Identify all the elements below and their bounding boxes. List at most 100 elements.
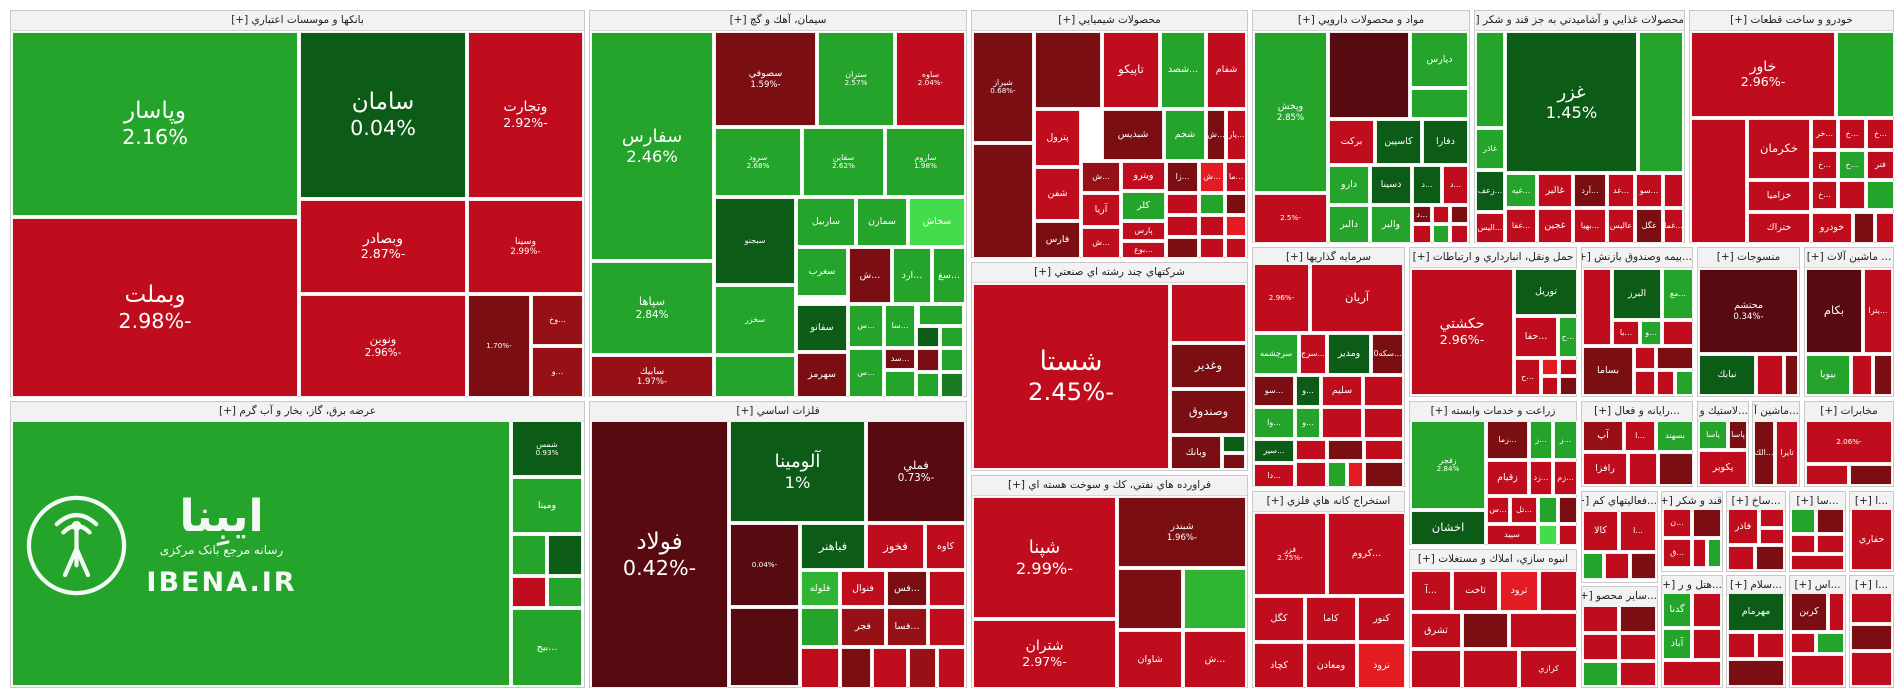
- stock-tile-فاذر[interactable]: فاذر: [1728, 509, 1758, 544]
- stock-tile[interactable]: [1322, 408, 1362, 438]
- stock-tile[interactable]: [1226, 216, 1246, 236]
- stock-tile[interactable]: [1583, 269, 1611, 345]
- stock-tile-زقیام[interactable]: زقیام: [1487, 461, 1528, 495]
- stock-tile-...سد[interactable]: ...سد: [885, 349, 915, 369]
- stock-tile-وبملت[interactable]: وبملت -2.98%: [12, 218, 298, 397]
- stock-tile[interactable]: [873, 648, 907, 688]
- stock-tile-فولاد[interactable]: فولاد -0.42%: [591, 421, 728, 688]
- stock-tile-...مع[interactable]: ...مع: [1663, 269, 1693, 319]
- stock-tile[interactable]: [1560, 377, 1577, 395]
- stock-tile-سمازن[interactable]: سمازن: [857, 198, 907, 246]
- stock-tile-...ح[interactable]: ...ح: [1559, 317, 1577, 357]
- stock-tile[interactable]: [1463, 650, 1518, 688]
- stock-tile-کگل[interactable]: کگل: [1254, 597, 1304, 641]
- sector-header[interactable]: ...بیمه وصندوق بازنش [+]: [1582, 248, 1692, 268]
- stock-tile[interactable]: [1605, 553, 1629, 579]
- stock-tile[interactable]: [941, 373, 963, 397]
- stock-tile[interactable]: [512, 577, 546, 607]
- stock-tile-ساربیل[interactable]: ساربیل: [797, 198, 855, 246]
- stock-tile-...خ[interactable]: ...خ: [1812, 181, 1837, 209]
- stock-tile-ومعادن[interactable]: ومعادن: [1306, 643, 1356, 688]
- stock-tile-...غما[interactable]: ...غما: [1664, 209, 1683, 243]
- stock-tile-دسینا[interactable]: دسینا: [1371, 166, 1411, 204]
- stock-tile-ختراك[interactable]: ختراك: [1748, 213, 1810, 243]
- stock-tile[interactable]: [1785, 355, 1798, 395]
- stock-tile-کربن[interactable]: کربن: [1791, 593, 1827, 631]
- stock-tile[interactable]: [973, 144, 1033, 258]
- stock-tile-خاور[interactable]: خاور -2.96%: [1691, 32, 1835, 117]
- stock-tile-...س[interactable]: ...س: [1487, 497, 1509, 523]
- stock-tile[interactable]: [1874, 355, 1892, 395]
- stock-tile-...فسا[interactable]: ...فسا: [887, 608, 927, 646]
- stock-tile-شبندر[interactable]: شبندر -1.96%: [1118, 497, 1246, 567]
- stock-tile-فخوز[interactable]: فخوز: [867, 524, 924, 569]
- stock-tile-البرز[interactable]: البرز: [1613, 269, 1661, 319]
- stock-tile-...ش[interactable]: ...ش: [1207, 110, 1225, 160]
- sector-header[interactable]: حمل ونقل، انبارداري و ارتباطات [+]: [1410, 248, 1576, 268]
- stock-tile[interactable]: [1693, 539, 1706, 567]
- stock-tile-سصوفي[interactable]: سصوفي -1.59%: [715, 32, 816, 126]
- stock-tile[interactable]: [1817, 509, 1844, 533]
- stock-tile-...و[interactable]: ...و: [1641, 321, 1661, 345]
- stock-tile-...غد[interactable]: ...غد: [1608, 174, 1634, 207]
- stock-tile[interactable]: [1817, 633, 1844, 653]
- stock-tile-...ما[interactable]: ...ما: [1226, 162, 1246, 192]
- stock-tile-خزامیا[interactable]: خزامیا: [1748, 181, 1810, 211]
- sector-header[interactable]: ...سایر محصو [+]: [1582, 587, 1657, 607]
- stock-tile-...ش[interactable]: ...ش: [1082, 162, 1120, 192]
- stock-tile[interactable]: [1852, 355, 1872, 395]
- stock-tile-...حفا[interactable]: ...حفا: [1515, 317, 1557, 357]
- stock-tile-فارس[interactable]: فارس: [1035, 222, 1080, 258]
- stock-tile-ثرود[interactable]: ثرود: [1500, 571, 1538, 611]
- stock-tile[interactable]: [885, 371, 915, 397]
- stock-tile-دالبر[interactable]: دالبر: [1329, 206, 1369, 243]
- stock-tile-شفام[interactable]: شفام: [1207, 32, 1246, 108]
- stock-tile[interactable]: [1631, 553, 1656, 579]
- stock-tile-شستا[interactable]: شستا -2.45%: [973, 284, 1169, 469]
- stock-tile-آریا[interactable]: آریا: [1082, 194, 1120, 226]
- sector-header[interactable]: ...هتل و ر [+]: [1662, 576, 1722, 596]
- stock-tile-سخاش[interactable]: سخاش: [909, 198, 965, 246]
- stock-tile-...سیر[interactable]: ...سیر: [1254, 440, 1294, 462]
- stock-tile[interactable]: [1365, 462, 1403, 487]
- stock-tile[interactable]: [941, 327, 963, 347]
- stock-tile-شمس[interactable]: شمس 0.93%: [512, 421, 582, 476]
- stock-tile-...سو[interactable]: ...سو: [1254, 376, 1294, 406]
- stock-tile-...ز[interactable]: ...ز: [1554, 421, 1577, 459]
- stock-tile-سهرمز[interactable]: سهرمز: [797, 353, 847, 397]
- stock-tile-...غفا[interactable]: ...غفا: [1506, 209, 1536, 243]
- stock-tile[interactable]: [1411, 89, 1468, 118]
- stock-tile-سپاها[interactable]: سپاها 2.84%: [591, 262, 713, 354]
- sector-header[interactable]: مخابرات [+]: [1805, 402, 1893, 422]
- sector-header[interactable]: انبوه سازي، املاك و مستغلات [+]: [1410, 550, 1576, 570]
- stock-tile[interactable]: [1476, 32, 1504, 127]
- stock-tile-...خ[interactable]: ...خ: [1839, 119, 1865, 149]
- sector-header[interactable]: قند و شکر [+]: [1662, 492, 1722, 512]
- stock-tile[interactable]: [1559, 525, 1577, 545]
- sector-header[interactable]: فراورده هاي نفتي، کك و سوخت هسته اي [+]: [972, 476, 1247, 496]
- stock-tile[interactable]: [1693, 593, 1721, 627]
- stock-tile-وپاسار[interactable]: وپاسار 2.16%: [12, 32, 298, 216]
- stock-tile-غالیر[interactable]: غالیر: [1538, 174, 1572, 207]
- stock-tile-...ا[interactable]: ...ا: [1625, 421, 1655, 451]
- stock-tile-شجم[interactable]: شجم: [1165, 110, 1205, 160]
- stock-tile-...زد[interactable]: ...زد: [1530, 461, 1552, 495]
- stock-tile-...شصد[interactable]: ...شصد: [1161, 32, 1205, 108]
- stock-tile-نبابك[interactable]: نبابك: [1699, 355, 1755, 395]
- sector-header[interactable]: ...لاستیك و پلا [+]: [1698, 402, 1748, 422]
- stock-tile[interactable]: [1559, 497, 1577, 523]
- stock-tile-سرچشمه[interactable]: سرچشمه: [1254, 334, 1298, 374]
- stock-tile[interactable]: [1328, 440, 1363, 460]
- stock-tile-فنر[interactable]: فنر: [1867, 151, 1894, 179]
- stock-tile-بکام[interactable]: بکام: [1806, 269, 1862, 353]
- stock-tile[interactable]: [1876, 213, 1894, 243]
- stock-tile-سفانو[interactable]: سفانو: [797, 305, 847, 351]
- stock-tile-سیید[interactable]: سیید: [1487, 525, 1537, 545]
- stock-tile[interactable]: [1664, 174, 1683, 207]
- stock-tile-زفجر[interactable]: زفجر 2.84%: [1411, 421, 1485, 509]
- stock-tile-...س[interactable]: ...س: [849, 349, 883, 397]
- stock-tile[interactable]: [1691, 119, 1746, 243]
- stock-tile[interactable]: [1200, 194, 1224, 214]
- stock-tile[interactable]: -2.5%: [1254, 194, 1327, 243]
- stock-tile-کلر[interactable]: کلر: [1122, 192, 1165, 220]
